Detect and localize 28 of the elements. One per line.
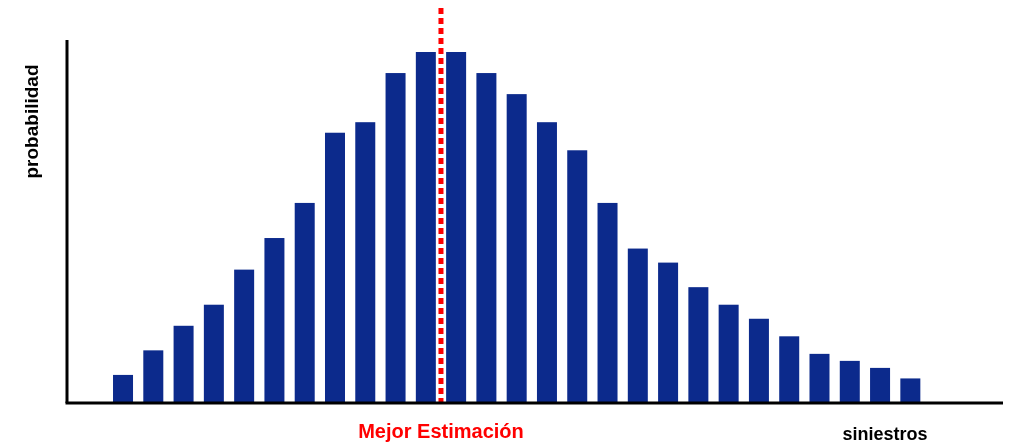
bar <box>658 262 679 403</box>
bar <box>234 269 255 403</box>
bar <box>900 378 921 403</box>
bar <box>688 287 709 403</box>
bar <box>567 150 588 403</box>
bar <box>264 238 285 403</box>
bar <box>143 350 164 403</box>
bar <box>870 367 891 403</box>
bar <box>779 336 800 403</box>
bar <box>839 360 860 403</box>
bar <box>294 202 315 403</box>
bar <box>355 122 376 403</box>
bar <box>627 248 648 403</box>
text: Mejor Estimación <box>358 420 524 442</box>
bar <box>536 122 557 403</box>
bar <box>173 325 194 403</box>
y-axis-title: probabilidad <box>21 64 42 179</box>
bar <box>809 353 830 403</box>
x-axis-title: siniestros <box>842 424 928 442</box>
bar <box>476 73 497 403</box>
bar <box>113 374 134 403</box>
bar <box>203 304 224 403</box>
bar <box>324 132 345 403</box>
bar <box>385 73 406 403</box>
bar <box>506 94 527 403</box>
bar <box>597 202 618 403</box>
bar <box>718 304 739 403</box>
bar <box>748 318 769 403</box>
